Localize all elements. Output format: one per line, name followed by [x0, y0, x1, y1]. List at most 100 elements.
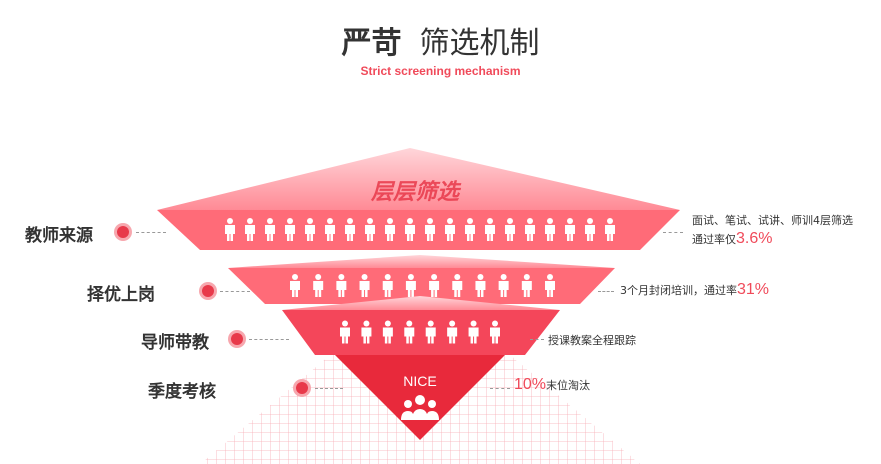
person-icon-head: [431, 274, 438, 280]
person-icon: [382, 327, 393, 344]
person-icon-head: [363, 320, 370, 327]
tier-note: 3个月封闭培训，通过率31%: [620, 281, 770, 298]
person-icon: [245, 225, 255, 241]
person-icon-head: [477, 274, 484, 280]
group-icon-head: [404, 400, 412, 408]
person-icon: [585, 225, 595, 241]
person-icon-head: [327, 218, 333, 224]
connector-line: [663, 232, 683, 233]
person-icon: [545, 281, 555, 297]
person-icon-head: [367, 218, 373, 224]
person-icon: [425, 327, 436, 344]
person-icon-head: [567, 218, 573, 224]
person-icon-head: [607, 218, 613, 224]
person-icon-head: [227, 218, 233, 224]
person-icon: [545, 225, 555, 241]
tier-dot: [296, 382, 308, 394]
person-icon: [525, 225, 535, 241]
person-icon-head: [384, 274, 391, 280]
person-icon-head: [387, 218, 393, 224]
connector-line: [220, 291, 250, 292]
tier-band: [282, 310, 560, 355]
person-icon-head: [447, 218, 453, 224]
connector-line: [249, 339, 289, 340]
tier-top-face: [228, 255, 615, 268]
person-icon: [325, 225, 335, 241]
connector-line: [315, 388, 343, 389]
person-icon: [404, 327, 415, 344]
tier-note-line2: 通过率仅3.6%: [692, 230, 773, 247]
person-icon-head: [547, 274, 553, 280]
person-icon: [505, 225, 515, 241]
person-icon-head: [342, 320, 348, 327]
person-icon-head: [361, 274, 368, 280]
person-icon-head: [587, 218, 593, 224]
person-icon: [336, 281, 347, 297]
person-icon: [475, 281, 486, 297]
person-icon-head: [247, 218, 253, 224]
person-icon: [382, 281, 393, 297]
person-icon: [447, 327, 458, 344]
person-icon: [468, 327, 479, 344]
group-icon-head: [428, 400, 436, 408]
person-icon: [313, 281, 324, 297]
person-icon: [340, 327, 350, 344]
tier-dot: [202, 285, 214, 297]
person-icon: [285, 225, 295, 241]
connector-line: [136, 232, 166, 233]
person-icon-head: [547, 218, 553, 224]
tier-note-line1: 面试、笔试、试讲、师训4层筛选: [692, 214, 853, 227]
person-icon-head: [338, 274, 345, 280]
person-icon: [452, 281, 463, 297]
person-icon-head: [287, 218, 293, 224]
person-icon: [405, 281, 416, 297]
person-icon-head: [467, 218, 473, 224]
person-icon-head: [454, 274, 461, 280]
nice-badge-text: NICE: [403, 373, 437, 389]
tier-top-face: [282, 296, 560, 310]
tier-band: [157, 210, 680, 250]
tier-note: 10%末位淘汰: [514, 376, 591, 393]
page-title: 严苛 筛选机制: [341, 26, 540, 61]
person-icon-head: [527, 218, 533, 224]
person-icon: [429, 281, 440, 297]
person-icon-head: [407, 218, 413, 224]
group-icon-head: [415, 395, 425, 405]
person-icon-head: [347, 218, 353, 224]
person-icon: [361, 327, 372, 344]
person-icon-head: [406, 320, 413, 327]
connector-line: [530, 339, 544, 340]
person-icon: [605, 225, 615, 241]
person-icon-head: [307, 218, 313, 224]
person-icon-head: [523, 274, 530, 280]
tier-dot: [231, 333, 243, 345]
tier-note: 授课教案全程跟踪: [548, 334, 636, 347]
person-icon: [359, 281, 370, 297]
tier-band: [228, 268, 615, 304]
person-icon: [290, 281, 300, 297]
person-icon: [405, 225, 415, 241]
person-icon-head: [407, 274, 414, 280]
person-icon-head: [492, 320, 498, 327]
person-icon-head: [384, 320, 391, 327]
person-icon: [385, 225, 395, 241]
person-icon: [225, 225, 235, 241]
person-icon-head: [487, 218, 493, 224]
person-icon: [485, 225, 495, 241]
connector-line: [490, 388, 510, 389]
top-banner-text: 层层筛选: [370, 180, 459, 205]
person-icon-head: [427, 320, 434, 327]
person-icon: [445, 225, 455, 241]
connector-line: [598, 291, 614, 292]
person-icon: [521, 281, 532, 297]
person-icon: [425, 225, 435, 241]
person-icon-head: [507, 218, 513, 224]
person-icon-head: [267, 218, 273, 224]
tier-label-mentoring: 导师带教: [141, 333, 209, 353]
person-icon-head: [500, 274, 507, 280]
person-icon-head: [470, 320, 477, 327]
tier-label-teacher-source: 教师来源: [25, 226, 93, 246]
person-icon: [565, 225, 575, 241]
